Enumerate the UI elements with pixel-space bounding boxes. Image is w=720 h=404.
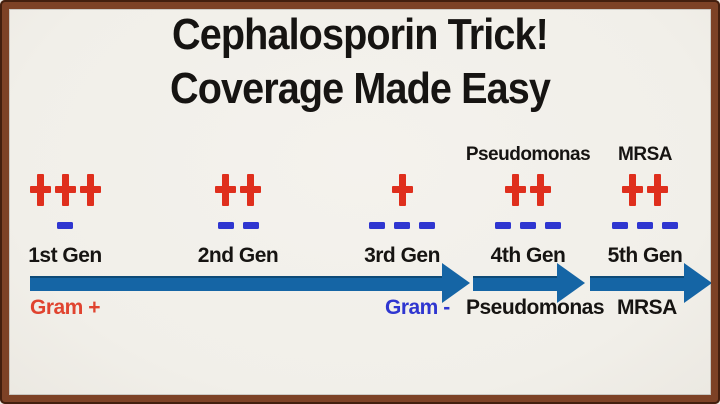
timeline-arrow-pseudomonas xyxy=(473,263,585,303)
dash-icon xyxy=(369,221,385,229)
plus-icon xyxy=(391,174,413,206)
plus-icon xyxy=(29,174,51,206)
arrow-head-icon xyxy=(557,263,585,303)
title-line-2: Coverage Made Easy xyxy=(170,64,551,113)
dash-icon xyxy=(242,221,259,229)
arrow-bar xyxy=(590,276,686,291)
gram-negative-dash-row xyxy=(453,212,603,238)
gen-label: 2nd Gen xyxy=(197,244,279,267)
gram-negative-dash-row xyxy=(0,212,140,238)
dash-icon xyxy=(520,221,536,229)
timeline-arrow-gram-coverage xyxy=(30,263,470,303)
dash-icon xyxy=(217,221,234,229)
plus-icon xyxy=(79,174,101,206)
gen-top-label xyxy=(163,142,313,168)
gen-column-4: Pseudomonas 4th Gen xyxy=(453,142,603,272)
arrow-bar xyxy=(473,276,559,291)
arrow-head-icon xyxy=(442,263,470,303)
dash-icon xyxy=(662,221,678,229)
plus-icon xyxy=(622,174,643,206)
page-title: Cephalosporin Trick! Coverage Made Easy xyxy=(0,8,720,116)
plus-icon xyxy=(647,174,668,206)
timeline-arrow-mrsa xyxy=(590,263,712,303)
plus-icon xyxy=(240,174,261,206)
gen-label: 4th Gen xyxy=(490,244,566,267)
gen-label: 3rd Gen xyxy=(364,244,440,267)
gen-top-label xyxy=(0,142,140,168)
dash-icon xyxy=(495,221,511,229)
gram-negative-dash-row xyxy=(163,212,313,238)
gen-label: 1st Gen xyxy=(28,244,102,267)
gen-column-2: 2nd Gen xyxy=(163,142,313,272)
gen-column-1: 1st Gen xyxy=(0,142,140,272)
gram-negative-dash-row xyxy=(327,212,477,238)
plus-icon xyxy=(530,174,551,206)
gram-positive-plus-row xyxy=(453,168,603,212)
dash-icon xyxy=(637,221,653,229)
dash-icon xyxy=(419,221,435,229)
dash-icon xyxy=(57,221,73,229)
gram-negative-dash-row xyxy=(570,212,720,238)
title-line-1: Cephalosporin Trick! xyxy=(172,10,549,59)
plus-icon xyxy=(505,174,526,206)
gram-positive-plus-row xyxy=(163,168,313,212)
gen-column-3: 3rd Gen xyxy=(327,142,477,272)
pseudomonas-bottom-label: Pseudomonas xyxy=(466,296,605,319)
mrsa-top-label: MRSA xyxy=(618,144,672,165)
gen-column-5: MRSA 5th Gen xyxy=(570,142,720,272)
pseudomonas-top-label: Pseudomonas xyxy=(465,144,591,165)
plus-icon xyxy=(215,174,236,206)
dash-icon xyxy=(394,221,410,229)
gen-label: 5th Gen xyxy=(607,244,683,267)
arrow-bar xyxy=(30,276,444,291)
dash-icon xyxy=(545,221,561,229)
gram-negative-label: Gram - xyxy=(385,296,450,319)
dash-icon xyxy=(612,221,628,229)
gram-positive-label: Gram + xyxy=(30,296,100,319)
plus-icon xyxy=(54,174,76,206)
gram-positive-plus-row xyxy=(327,168,477,212)
arrow-head-icon xyxy=(684,263,712,303)
mrsa-bottom-label: MRSA xyxy=(617,296,677,319)
gram-positive-plus-row xyxy=(0,168,140,212)
gram-positive-plus-row xyxy=(570,168,720,212)
